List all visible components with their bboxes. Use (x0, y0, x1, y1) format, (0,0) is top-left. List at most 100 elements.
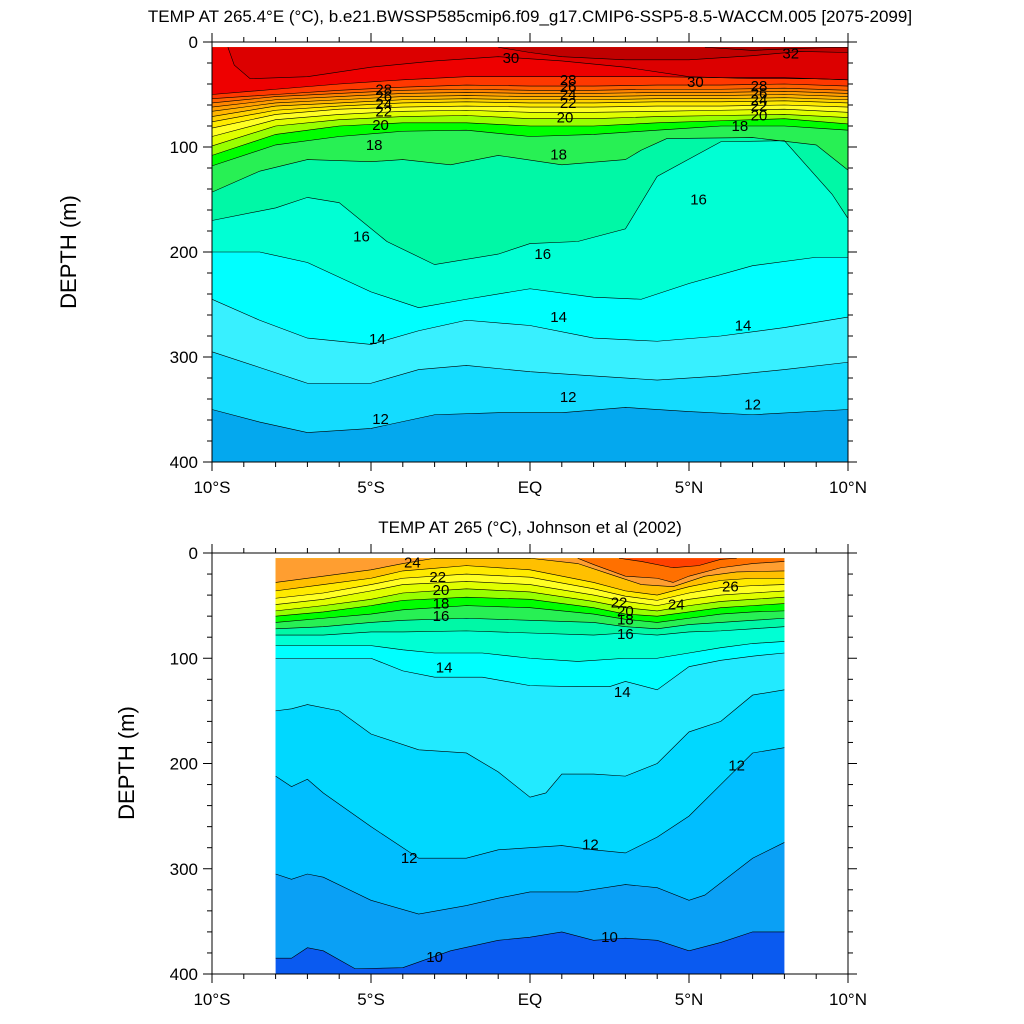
contour-label: 20 (557, 110, 574, 127)
isotherm-line (212, 137, 848, 193)
contour-label: 18 (732, 118, 749, 135)
contour-label: 12 (372, 411, 389, 428)
isotherm-line (275, 617, 785, 630)
y-tick-label: 100 (170, 138, 198, 157)
contour-label: 16 (353, 228, 370, 245)
isotherm-line (227, 47, 848, 81)
contour-label: 14 (550, 309, 567, 326)
x-tick-label: EQ (518, 478, 543, 497)
y-tick-label: 400 (170, 965, 198, 984)
isotherm-line (498, 46, 848, 61)
isotherm-line (275, 573, 785, 601)
panel-observed-ylabel: DEPTH (m) (114, 706, 139, 820)
contour-label: 26 (751, 85, 768, 102)
contour-label: 30 (687, 74, 704, 91)
contour-label: 22 (560, 95, 577, 112)
isotherm-line (212, 298, 848, 345)
contour-label: 10 (601, 929, 618, 946)
x-tick-label: 10°S (193, 990, 230, 1009)
panel-model: TEMP AT 265.4°E (°C), b.e21.BWSSP585cmip… (56, 7, 912, 497)
contour-label: 24 (375, 96, 392, 113)
y-tick-label: 0 (189, 544, 198, 563)
contour-label: 20 (433, 582, 450, 599)
panel-model-title: TEMP AT 265.4°E (°C), b.e21.BWSSP585cmip… (148, 7, 912, 26)
isotherm-line (212, 407, 848, 433)
x-tick-label: 10°N (829, 478, 867, 497)
isotherm-line (275, 605, 785, 623)
temperature-band-fill (619, 558, 737, 568)
panel-observed-filled-contours (275, 558, 785, 974)
isotherm-line (212, 114, 848, 147)
isotherm-line (275, 596, 785, 617)
contour-label: 20 (751, 108, 768, 125)
isotherm-line (275, 842, 785, 915)
y-tick-label: 300 (170, 860, 198, 879)
contour-label: 28 (751, 78, 768, 95)
contour-label: 10 (426, 949, 443, 966)
isotherm-line (704, 46, 848, 51)
contour-label: 20 (372, 117, 389, 134)
contour-label: 16 (433, 608, 450, 625)
y-tick-label: 200 (170, 243, 198, 262)
isotherm-line (212, 87, 848, 104)
isotherm-line (275, 588, 785, 612)
panel-observed-title: TEMP AT 265 (°C), Johnson et al (2002) (378, 518, 682, 537)
isotherm-line (275, 652, 785, 691)
isotherm-line (212, 104, 848, 129)
panel-observed-plot (275, 557, 785, 974)
contour-label: 12 (560, 389, 577, 406)
contour-label: 12 (744, 396, 761, 413)
contour-label: 26 (722, 579, 739, 596)
isotherm-line (275, 689, 785, 798)
y-tick-label: 0 (189, 33, 198, 52)
isotherm-line (212, 108, 848, 137)
y-tick-label: 400 (170, 453, 198, 472)
contour-label: 32 (782, 46, 799, 63)
contour-label: 12 (582, 837, 599, 854)
contour-label: 22 (375, 103, 392, 120)
contour-label: 24 (751, 92, 768, 109)
x-tick-label: 10°S (193, 478, 230, 497)
temperature-band-fill (498, 47, 848, 60)
isotherm-line (212, 83, 848, 99)
contour-label: 22 (611, 594, 628, 611)
contour-label: 18 (617, 611, 634, 628)
contour-label: 22 (429, 569, 446, 586)
isotherm-line (275, 641, 785, 662)
contour-label: 18 (433, 596, 450, 613)
isotherm-line (212, 251, 848, 308)
panel-observed-isotherm-lines (275, 557, 785, 970)
isotherm-line (212, 125, 848, 167)
contour-label: 24 (404, 554, 421, 571)
contour-label: 22 (751, 98, 768, 115)
isotherm-line (212, 91, 848, 108)
isotherm-line (275, 557, 785, 587)
isotherm-line (275, 626, 785, 636)
contour-label: 30 (503, 50, 520, 67)
x-tick-label: 5°S (357, 478, 385, 497)
contour-label: 14 (436, 660, 453, 677)
y-tick-label: 100 (170, 649, 198, 668)
contour-label: 18 (550, 146, 567, 163)
contour-label: 12 (401, 850, 418, 867)
contour-label: 28 (560, 72, 577, 89)
x-tick-label: 5°S (357, 990, 385, 1009)
isotherm-line (618, 557, 737, 569)
isotherm-line (275, 747, 785, 859)
contour-label: 16 (690, 192, 707, 209)
x-tick-label: 5°N (675, 478, 704, 497)
panel-model-plot (212, 46, 848, 462)
panel-model-contour-labels: 30 32302826242220282624222028262422201818… (353, 46, 799, 428)
contour-label: 14 (614, 684, 631, 701)
panel-observed-axes: 10°S 5°S EQ 5°N 10°N 0 100 200 300 400 (170, 544, 867, 1009)
isotherm-line (212, 140, 848, 265)
x-tick-label: 5°N (675, 990, 704, 1009)
isotherm-line (212, 97, 848, 117)
contour-label: 20 (617, 603, 634, 620)
x-tick-label: 10°N (829, 990, 867, 1009)
panel-observed: TEMP AT 265 (°C), Johnson et al (2002) 2… (114, 518, 867, 1009)
isotherm-line (577, 557, 785, 583)
x-tick-label: EQ (518, 990, 543, 1009)
